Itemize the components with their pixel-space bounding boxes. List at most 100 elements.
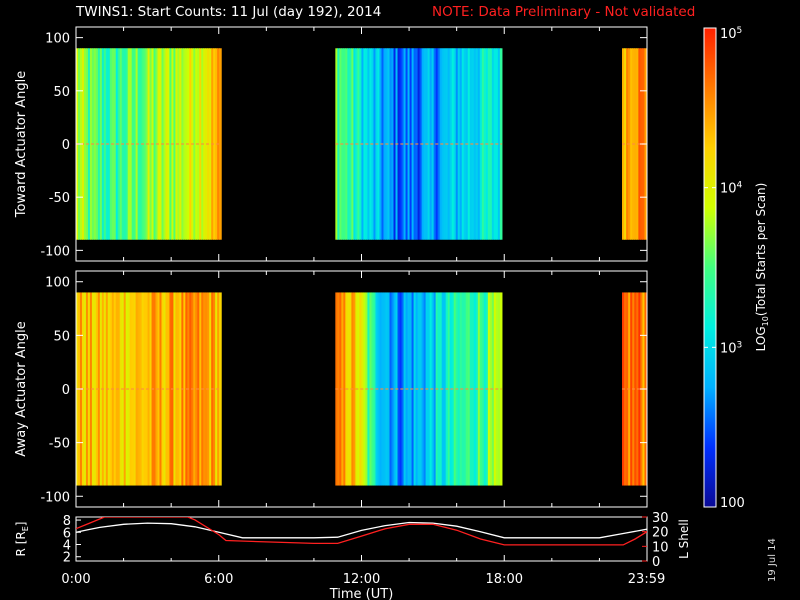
away-heat-column bbox=[199, 292, 202, 486]
away-heat-column bbox=[453, 292, 457, 486]
toward-heat-column bbox=[107, 48, 111, 240]
toward-heat-column bbox=[97, 48, 101, 240]
away-heat-column bbox=[353, 292, 356, 486]
r-axis-label: R [RE] bbox=[14, 522, 30, 557]
toward-heat-column bbox=[93, 48, 97, 240]
away-heat-column bbox=[357, 292, 361, 486]
toward-heat-column bbox=[189, 48, 192, 240]
toward-heat-column bbox=[219, 48, 222, 240]
away-heat-column bbox=[630, 292, 633, 486]
away-heat-column bbox=[483, 292, 487, 486]
toward-heat-column bbox=[353, 48, 356, 240]
away-heat-column bbox=[193, 292, 196, 486]
colorbar-tick-label: 105 bbox=[720, 26, 742, 42]
away-heat-column bbox=[467, 292, 471, 486]
away-heat-column bbox=[93, 292, 97, 486]
away-ylabel: Away Actuator Angle bbox=[14, 321, 29, 456]
r-ytick-label: 4 bbox=[63, 539, 71, 554]
away-heat-column bbox=[113, 292, 117, 486]
time-tick-label: 23:59 bbox=[628, 572, 665, 587]
time-tick-label: 18:00 bbox=[486, 572, 523, 587]
preliminary-note: NOTE: Data Preliminary - Not validated bbox=[432, 4, 696, 20]
toward-heatmap-panel: 100 50 0 -50 -100 Toward Actuator Angle bbox=[14, 26, 648, 262]
away-heat-column bbox=[143, 292, 147, 486]
l-ytick-label: 30 bbox=[652, 511, 669, 526]
toward-heat-column bbox=[203, 48, 206, 240]
toward-heat-column bbox=[193, 48, 196, 240]
away-heat-column bbox=[393, 292, 397, 486]
away-heat-column bbox=[209, 292, 212, 486]
away-heat-column bbox=[149, 292, 153, 486]
toward-ytick-label: 0 bbox=[62, 138, 70, 153]
away-heat-column bbox=[387, 292, 391, 486]
toward-heat-column bbox=[383, 48, 387, 240]
toward-heat-column bbox=[367, 48, 371, 240]
toward-heat-column bbox=[129, 48, 133, 240]
away-heat-column bbox=[383, 292, 387, 486]
away-heat-column bbox=[139, 292, 143, 486]
away-heat-column bbox=[487, 292, 491, 486]
away-heat-column bbox=[427, 292, 431, 486]
toward-heat-column bbox=[443, 48, 447, 240]
toward-heat-column bbox=[357, 48, 361, 240]
toward-heat-column bbox=[179, 48, 182, 240]
toward-ylabel: Toward Actuator Angle bbox=[14, 71, 29, 218]
away-heat-column bbox=[373, 292, 377, 486]
toward-heat-column bbox=[163, 48, 167, 240]
away-heat-column bbox=[117, 292, 121, 486]
colorbar-gradient bbox=[703, 27, 717, 508]
toward-heat-column bbox=[413, 48, 417, 240]
time-tick-label: 6:00 bbox=[204, 572, 233, 587]
colorbar-title: LOG10(Total Starts per Scan) bbox=[754, 183, 770, 352]
toward-heat-column bbox=[159, 48, 163, 240]
toward-heat-column bbox=[487, 48, 491, 240]
colorbar-tick-label: 103 bbox=[720, 340, 742, 356]
colorbar: 100 103 104 105 LOG10(Total Starts per Scan) bbox=[703, 26, 770, 511]
toward-coverage-block bbox=[76, 48, 222, 240]
away-heat-column bbox=[363, 292, 367, 486]
away-heat-column bbox=[457, 292, 461, 486]
l-shell-line bbox=[76, 517, 647, 546]
toward-ytick-label: -50 bbox=[49, 191, 70, 206]
away-heat-column bbox=[367, 292, 371, 486]
away-heat-column bbox=[473, 292, 477, 486]
r-ytick-label: 6 bbox=[63, 526, 71, 541]
away-heat-column bbox=[337, 292, 340, 486]
toward-heat-column bbox=[199, 48, 202, 240]
away-heat-column bbox=[169, 292, 173, 486]
toward-coverage-block bbox=[335, 48, 503, 240]
toward-heat-column bbox=[403, 48, 407, 240]
time-axis-label: Time (UT) bbox=[329, 587, 394, 600]
away-heat-column bbox=[493, 292, 497, 486]
toward-heat-column bbox=[87, 48, 91, 240]
away-heat-column bbox=[443, 292, 447, 486]
away-ytick-label: -50 bbox=[49, 437, 70, 452]
away-heat-column bbox=[219, 292, 222, 486]
away-heat-column bbox=[153, 292, 157, 486]
away-heat-column bbox=[87, 292, 91, 486]
away-heat-column bbox=[133, 292, 137, 486]
away-heat-column bbox=[433, 292, 437, 486]
toward-heat-column bbox=[337, 48, 340, 240]
toward-heat-column bbox=[153, 48, 157, 240]
away-heat-column bbox=[179, 292, 182, 486]
r-ytick-label: 2 bbox=[63, 551, 71, 566]
toward-heat-column bbox=[113, 48, 117, 240]
away-heat-column bbox=[97, 292, 101, 486]
l-ytick-label: 0 bbox=[652, 555, 660, 570]
toward-heat-column bbox=[183, 48, 186, 240]
toward-heat-column bbox=[149, 48, 153, 240]
away-heat-column bbox=[403, 292, 407, 486]
toward-heat-column bbox=[417, 48, 421, 240]
colorbar-tick-label: 104 bbox=[720, 181, 743, 197]
away-heat-column bbox=[397, 292, 401, 486]
toward-heat-column bbox=[133, 48, 137, 240]
away-heat-column bbox=[163, 292, 167, 486]
chart-title: TWINS1: Start Counts: 11 Jul (day 192), … bbox=[76, 4, 382, 20]
toward-heat-column bbox=[387, 48, 391, 240]
away-heat-column bbox=[624, 292, 627, 486]
toward-heat-column bbox=[169, 48, 173, 240]
toward-heat-column bbox=[453, 48, 457, 240]
away-heat-column bbox=[189, 292, 192, 486]
